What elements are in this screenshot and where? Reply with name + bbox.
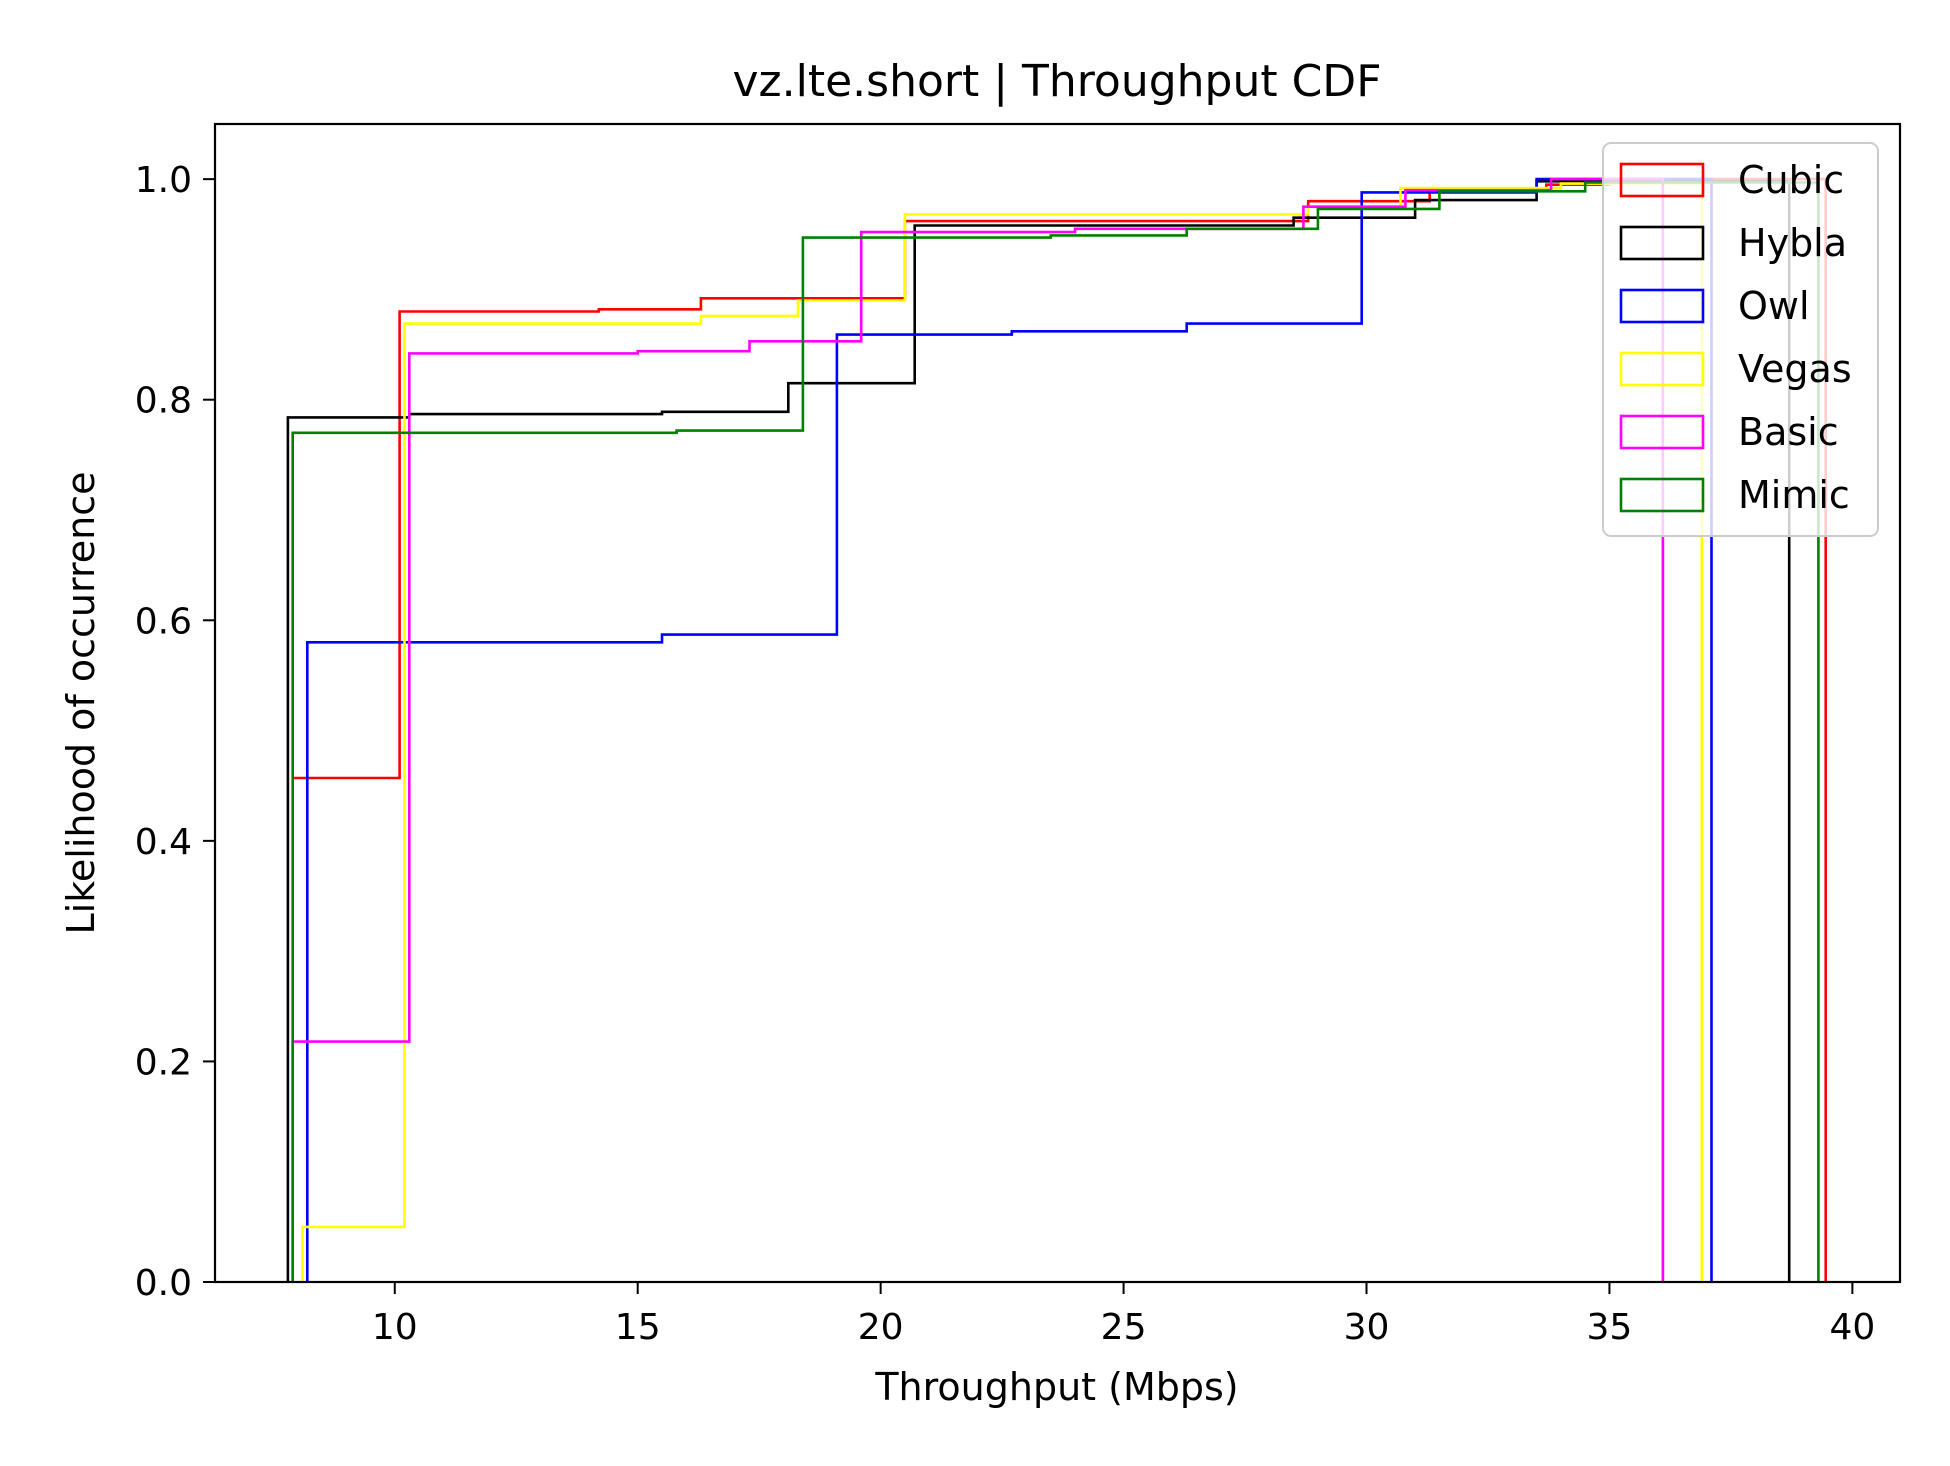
x-tick-label: 40	[1829, 1307, 1875, 1348]
legend-label-hybla: Hybla	[1738, 221, 1847, 265]
legend: Cubic Hybla Owl Vegas Basic Mimic	[1602, 142, 1879, 537]
legend-label-basic: Basic	[1738, 410, 1839, 454]
y-axis: 0.0 0.2 0.4 0.6 0.8 1.0	[135, 160, 215, 1304]
chart-title: vz.lte.short | Throughput CDF	[733, 56, 1382, 107]
legend-label-cubic: Cubic	[1738, 158, 1844, 202]
x-tick-label: 15	[615, 1307, 661, 1348]
legend-label-owl: Owl	[1738, 284, 1810, 328]
plot-frame	[213, 122, 1902, 1284]
series-line-vegas	[301, 182, 1704, 1282]
x-axis: 10 15 20 25 30 35 40	[372, 1282, 1875, 1348]
x-tick-label: 30	[1344, 1307, 1390, 1348]
legend-frame	[1602, 142, 1879, 537]
x-tick-label: 20	[858, 1307, 904, 1348]
y-tick-label: 0.0	[135, 1263, 192, 1304]
legend-swatch-cubic	[1619, 162, 1705, 198]
series-line-owl	[305, 177, 1713, 1282]
y-axis-label: Likelihood of occurrence	[59, 472, 103, 935]
y-tick-label: 0.4	[135, 822, 192, 863]
y-tick-label: 1.0	[135, 160, 192, 201]
legend-swatch-owl	[1619, 288, 1705, 324]
legend-label-mimic: Mimic	[1738, 473, 1850, 517]
legend-swatch-mimic	[1619, 477, 1705, 513]
legend-swatch-hybla	[1619, 225, 1705, 261]
y-tick-label: 0.2	[135, 1042, 192, 1083]
x-axis-label: Throughput (Mbps)	[874, 1365, 1238, 1409]
x-tick-label: 10	[372, 1307, 418, 1348]
legend-swatch-vegas	[1619, 351, 1705, 387]
series-layer	[286, 177, 1827, 1282]
series-line-mimic	[291, 181, 1820, 1282]
legend-swatch-basic	[1619, 414, 1705, 450]
legend-label-vegas: Vegas	[1738, 347, 1852, 391]
x-tick-label: 25	[1101, 1307, 1147, 1348]
y-tick-label: 0.8	[135, 381, 192, 422]
y-tick-label: 0.6	[135, 601, 192, 642]
x-tick-label: 35	[1587, 1307, 1633, 1348]
